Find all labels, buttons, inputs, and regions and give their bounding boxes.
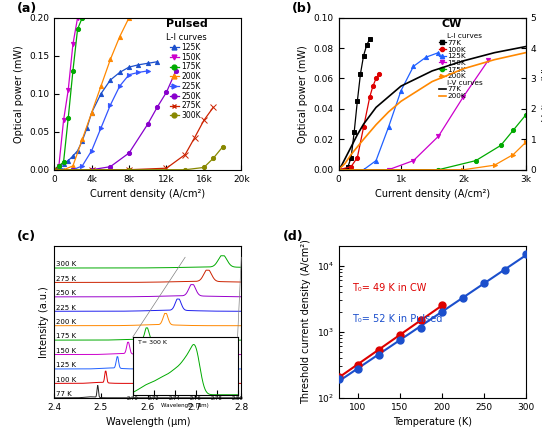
Text: (c): (c): [17, 230, 36, 243]
Y-axis label: Threshold current density (A/cm²): Threshold current density (A/cm²): [301, 239, 311, 404]
Text: 200 K: 200 K: [56, 319, 76, 325]
Y-axis label: Intensity (a.u.): Intensity (a.u.): [38, 286, 49, 358]
Text: L-I curves: L-I curves: [166, 33, 207, 42]
Text: 150 K: 150 K: [56, 348, 76, 354]
Text: 300 K: 300 K: [56, 261, 76, 267]
Text: CW: CW: [442, 19, 462, 29]
Text: T₀= 52 K in Pulsed: T₀= 52 K in Pulsed: [352, 314, 442, 324]
Text: 225 K: 225 K: [56, 305, 75, 311]
Text: 175 K: 175 K: [56, 333, 76, 339]
Text: 275 K: 275 K: [56, 276, 75, 282]
Y-axis label: Optical power (mW): Optical power (mW): [298, 45, 308, 143]
Text: Pulsed: Pulsed: [166, 19, 208, 29]
Text: (b): (b): [292, 2, 313, 15]
Y-axis label: Optical power (mW): Optical power (mW): [14, 45, 24, 143]
Legend: 125K, 150K, 175K, 200K, 225K, 250K, 275K, 300K: 125K, 150K, 175K, 200K, 225K, 250K, 275K…: [166, 40, 204, 123]
Text: (a): (a): [17, 2, 37, 15]
X-axis label: Wavelength (μm): Wavelength (μm): [106, 417, 190, 427]
Text: T₀= 49 K in CW: T₀= 49 K in CW: [352, 283, 426, 293]
X-axis label: Current density (A/cm²): Current density (A/cm²): [375, 189, 490, 199]
Text: 250 K: 250 K: [56, 290, 75, 296]
Text: 125 K: 125 K: [56, 362, 75, 368]
X-axis label: Current density (A/cm²): Current density (A/cm²): [90, 189, 205, 199]
Legend: L-I curves, 77K, 100K, 125K, 150K, 175K, 200K, I-V curves, 77K, 200K: L-I curves, 77K, 100K, 125K, 150K, 175K,…: [436, 30, 486, 102]
Text: 100 K: 100 K: [56, 377, 76, 383]
Text: 77 K: 77 K: [56, 391, 72, 397]
X-axis label: Temperature (K): Temperature (K): [393, 417, 472, 427]
Text: (d): (d): [282, 230, 303, 243]
